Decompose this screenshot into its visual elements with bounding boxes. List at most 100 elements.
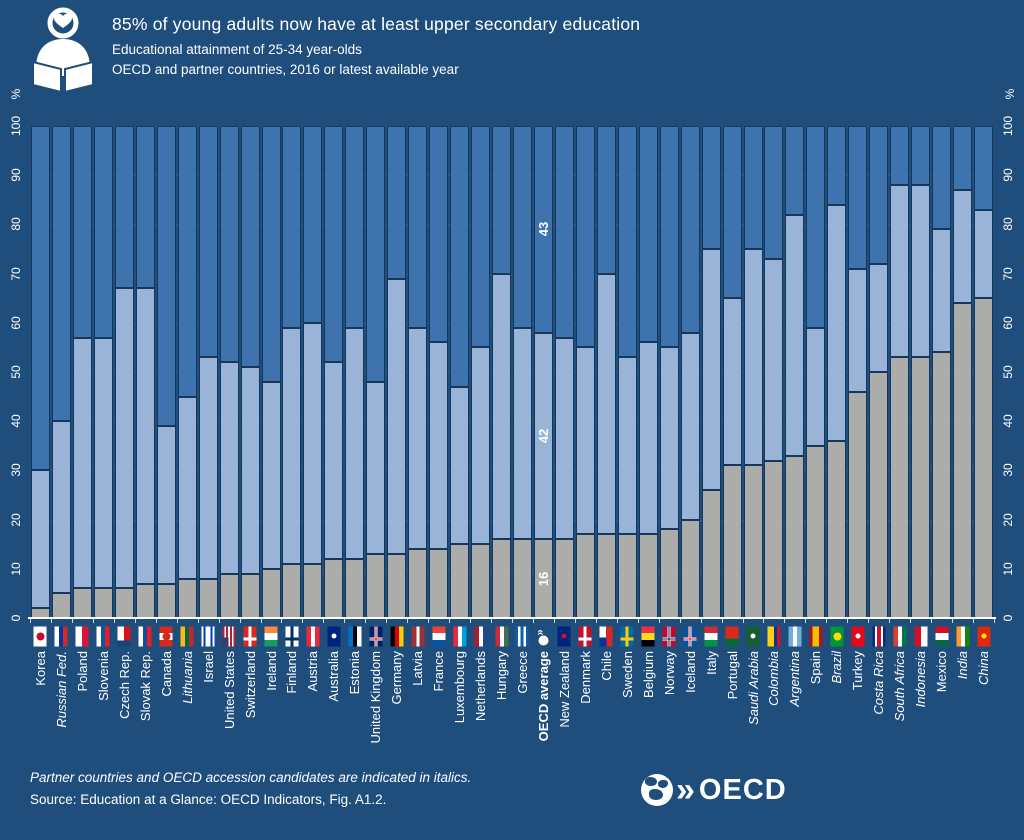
y-tick-left-60: 60	[9, 316, 23, 330]
x-label-united-kingdom: United Kingdom	[368, 651, 384, 744]
bar-segment-below-upper-secondary-iceland	[680, 519, 700, 618]
y-tick-right-100: 100	[1001, 115, 1015, 137]
bar-segment-tertiary-slovenia	[93, 126, 113, 338]
bar-segment-below-upper-secondary-portugal	[722, 465, 742, 618]
flag-emblem	[331, 634, 337, 639]
flag-portugal-icon	[725, 626, 739, 647]
x-label-new-zealand: New Zealand	[556, 651, 572, 728]
bar-segment-tertiary-ireland	[261, 126, 281, 382]
x-label-sweden: Sweden	[619, 651, 635, 698]
gridline-40	[30, 421, 994, 423]
x-label-russian-fed-: Russian Fed.	[53, 651, 69, 728]
flag-germany-icon	[390, 626, 404, 647]
y-tick-left-80: 80	[9, 217, 23, 232]
bar-segment-upper-secondary-belgium	[638, 342, 658, 535]
y-tick-right-60: 60	[1001, 316, 1015, 330]
flag-emblem	[36, 632, 45, 641]
flag-band	[117, 640, 131, 647]
bar-segment-tertiary-australia	[324, 126, 344, 363]
y-tick-right-90: 90	[1001, 168, 1015, 182]
bar-segment-upper-secondary-estonia	[345, 327, 365, 559]
bar-segment-upper-secondary-china	[974, 209, 994, 299]
chart-subtitle-2: OECD and partner countries, 2016 or late…	[112, 62, 459, 77]
x-tick	[952, 619, 954, 623]
bar-segment-tertiary-turkey	[848, 126, 868, 269]
x-tick	[574, 619, 576, 623]
bar-segment-tertiary-iceland	[680, 126, 700, 333]
x-label-czech-rep-: Czech Rep.	[116, 651, 132, 719]
bar-segment-below-upper-secondary-israel	[198, 578, 218, 618]
bar-segment-tertiary-luxembourg	[450, 126, 470, 387]
x-tick	[868, 619, 870, 623]
x-label-germany: Germany	[389, 651, 405, 705]
bar-segment-tertiary-china	[974, 126, 994, 210]
x-label-oecd-average: OECD average	[535, 651, 551, 742]
x-tick	[973, 619, 975, 623]
bar-segment-tertiary-sweden	[617, 126, 637, 358]
bar-segment-below-upper-secondary-czech-rep-	[114, 588, 134, 618]
bar-segment-below-upper-secondary-france	[429, 549, 449, 618]
bar-segment-upper-secondary-slovak-rep-	[135, 288, 155, 584]
x-label-luxembourg: Luxembourg	[452, 651, 468, 724]
bar-segment-tertiary-latvia	[408, 126, 428, 328]
x-tick	[532, 619, 534, 623]
bar-segment-tertiary-india	[953, 126, 973, 190]
bar-segment-tertiary-russian-fed-	[51, 126, 71, 422]
bar-segment-upper-secondary-france	[429, 342, 449, 550]
flag-south-africa-icon	[893, 626, 907, 647]
y-tick-left-70: 70	[9, 266, 23, 281]
x-tick	[218, 619, 220, 623]
bar-segment-upper-secondary-italy	[701, 249, 721, 491]
flag-cross-h	[248, 626, 252, 647]
flag-colombia-icon	[767, 626, 781, 647]
bar-segment-below-upper-secondary-chile	[596, 534, 616, 618]
gridline-20	[30, 519, 994, 521]
mini-globe-icon	[538, 635, 549, 646]
flag-emblem	[855, 634, 861, 639]
x-tick	[700, 619, 702, 623]
x-label-australia: Australia	[326, 651, 342, 702]
x-tick	[616, 619, 618, 623]
x-tick	[176, 619, 178, 623]
bar-segment-upper-secondary-canada	[156, 426, 176, 584]
flag-india-icon	[956, 626, 970, 647]
bar-segment-tertiary-colombia	[764, 126, 784, 259]
bar-segment-below-upper-secondary-russian-fed-	[51, 593, 71, 618]
bar-segment-below-upper-secondary-netherlands	[471, 544, 491, 618]
person-reading-book-icon	[32, 7, 94, 94]
bar-segment-tertiary-spain	[806, 126, 826, 328]
flag-emblem	[981, 634, 987, 639]
x-tick	[826, 619, 828, 623]
flag-canada-icon	[159, 626, 173, 647]
bar-segment-upper-secondary-norway	[659, 347, 679, 530]
y-tick-left-30: 30	[9, 463, 23, 478]
x-label-canada: Canada	[158, 651, 174, 697]
x-label-colombia: Colombia	[766, 651, 782, 706]
x-label-mexico: Mexico	[934, 651, 950, 693]
flag-cross2-h	[668, 626, 671, 647]
flag-finland-icon	[285, 626, 299, 647]
bar-segment-below-upper-secondary-mexico	[932, 352, 952, 618]
bar-segment-tertiary-mexico	[932, 126, 952, 230]
bar-segment-tertiary-israel	[198, 126, 218, 358]
bar-segment-below-upper-secondary-slovak-rep-	[135, 583, 155, 618]
x-label-israel: Israel	[200, 651, 216, 683]
x-label-ireland: Ireland	[263, 651, 279, 691]
logo-text: OECD	[698, 773, 787, 806]
flag-cross-h	[290, 626, 294, 647]
x-label-denmark: Denmark	[577, 651, 593, 704]
flag-ireland-icon	[264, 626, 278, 647]
x-label-turkey: Turkey	[850, 651, 866, 691]
flag-switzerland-icon	[243, 626, 257, 647]
x-axis-baseline	[28, 617, 996, 619]
bar-segment-below-upper-secondary-sweden	[617, 534, 637, 618]
x-label-korea: Korea	[32, 651, 48, 686]
bar-segment-upper-secondary-greece	[512, 327, 532, 540]
bar-segment-below-upper-secondary-poland	[72, 588, 92, 618]
flag-indonesia-icon	[914, 626, 928, 647]
bar-segment-upper-secondary-turkey	[848, 268, 868, 392]
x-tick	[470, 619, 472, 623]
x-tick	[512, 619, 513, 623]
y-tick-right-30: 30	[1001, 463, 1015, 478]
flag-lithuania-icon	[180, 626, 194, 647]
